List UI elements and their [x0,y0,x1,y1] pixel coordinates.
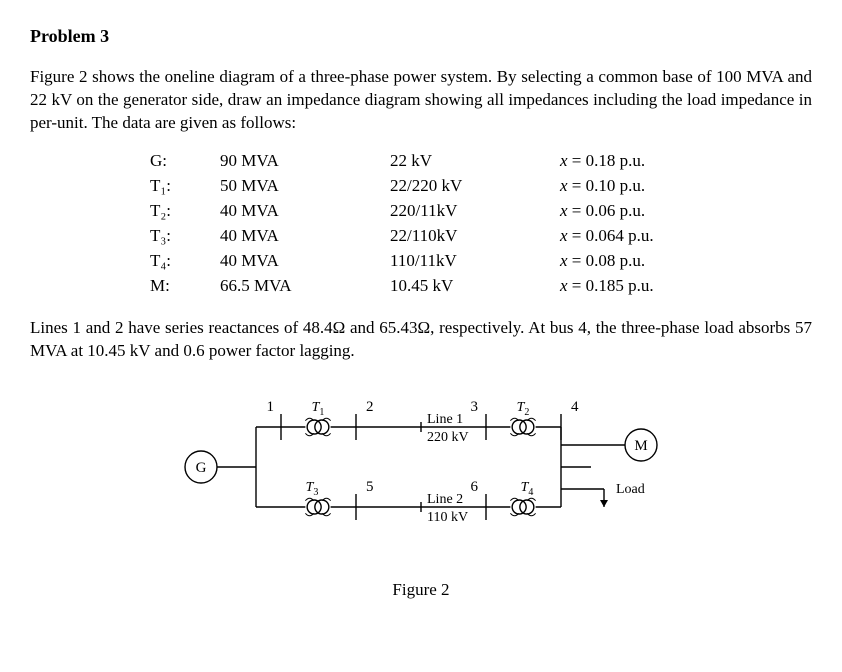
equipment-table: G:90 MVA22 kVx = 0.18 p.u.T₁:50 MVA22/22… [150,149,654,299]
equip-x: x = 0.10 p.u. [560,174,654,199]
equip-kv: 220/11kV [390,199,560,224]
svg-text:M: M [634,438,647,454]
svg-text:Load: Load [616,482,645,497]
table-row: T₂:40 MVA220/11kVx = 0.06 p.u. [150,199,654,224]
equip-name: T₁: [150,174,220,199]
equip-name: T₃: [150,224,220,249]
table-row: M:66.5 MVA10.45 kVx = 0.185 p.u. [150,274,654,299]
svg-text:T2: T2 [517,400,530,418]
equip-kv: 110/11kV [390,249,560,274]
svg-text:Line 2: Line 2 [427,492,463,507]
equip-kv: 22/220 kV [390,174,560,199]
svg-text:110 kV: 110 kV [427,510,468,525]
oneline-diagram: G 1 T1 2 Line 1 220 kV3 T2 4 T3 5 Line 2 110 kV6 T4 M… [161,377,681,602]
intro-paragraph: Figure 2 shows the oneline diagram of a … [30,66,812,135]
equip-name: T₄: [150,249,220,274]
table-row: T₄:40 MVA110/11kVx = 0.08 p.u. [150,249,654,274]
equip-mva: 90 MVA [220,149,390,174]
lines-paragraph: Lines 1 and 2 have series reactances of … [30,317,812,363]
equip-kv: 22 kV [390,149,560,174]
svg-text:1: 1 [267,399,275,415]
equip-mva: 66.5 MVA [220,274,390,299]
equip-x: x = 0.064 p.u. [560,224,654,249]
equip-x: x = 0.185 p.u. [560,274,654,299]
table-row: T₁:50 MVA22/220 kVx = 0.10 p.u. [150,174,654,199]
equip-name: M: [150,274,220,299]
equip-x: x = 0.18 p.u. [560,149,654,174]
svg-text:4: 4 [571,399,579,415]
table-row: G:90 MVA22 kVx = 0.18 p.u. [150,149,654,174]
equip-mva: 40 MVA [220,224,390,249]
svg-text:T3: T3 [306,480,319,498]
svg-text:T1: T1 [312,400,325,418]
equip-name: G: [150,149,220,174]
equip-kv: 10.45 kV [390,274,560,299]
svg-text:3: 3 [471,399,479,415]
equip-mva: 40 MVA [220,249,390,274]
svg-text:G: G [196,460,207,476]
svg-text:220 kV: 220 kV [427,430,469,445]
svg-text:5: 5 [366,479,374,495]
svg-text:6: 6 [471,479,479,495]
svg-text:T4: T4 [521,480,534,498]
figure-caption: Figure 2 [161,579,681,602]
equip-name: T₂: [150,199,220,224]
svg-text:2: 2 [366,399,374,415]
equip-mva: 40 MVA [220,199,390,224]
problem-title: Problem 3 [30,24,812,48]
svg-text:Line 1: Line 1 [427,412,463,427]
table-row: T₃:40 MVA22/110kVx = 0.064 p.u. [150,224,654,249]
equip-mva: 50 MVA [220,174,390,199]
equip-x: x = 0.08 p.u. [560,249,654,274]
equip-x: x = 0.06 p.u. [560,199,654,224]
equip-kv: 22/110kV [390,224,560,249]
